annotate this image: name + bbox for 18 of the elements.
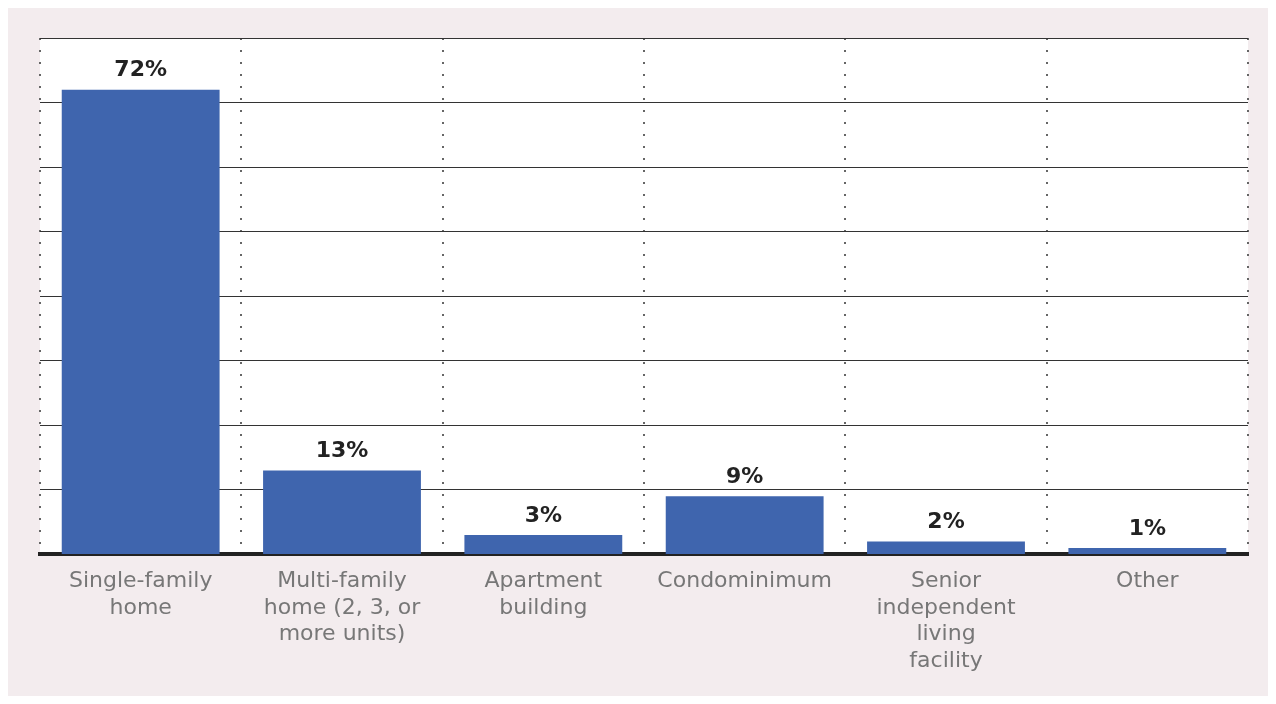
x-tick-label: Other: [1116, 567, 1180, 593]
x-tick-label: Senior independent living facility: [876, 567, 1016, 672]
data-label: 13%: [315, 437, 369, 463]
data-label: 2%: [927, 508, 965, 534]
x-tick-label: Condominimum: [657, 567, 832, 593]
bar: [867, 541, 1025, 554]
bar: [1068, 547, 1227, 554]
bar: [464, 535, 623, 554]
x-tick-label: Apartment building: [484, 567, 603, 619]
bar: [665, 496, 824, 554]
x-tick-label: Single-family home: [68, 567, 213, 619]
data-label: 3%: [524, 501, 563, 527]
bar: [61, 89, 220, 554]
data-label: 1%: [1128, 514, 1167, 540]
data-label: 9%: [725, 463, 764, 489]
x-tick-label: Multi-family home (2, 3, or more units): [263, 567, 422, 646]
data-label: 72%: [114, 56, 167, 82]
bar: [263, 470, 421, 554]
